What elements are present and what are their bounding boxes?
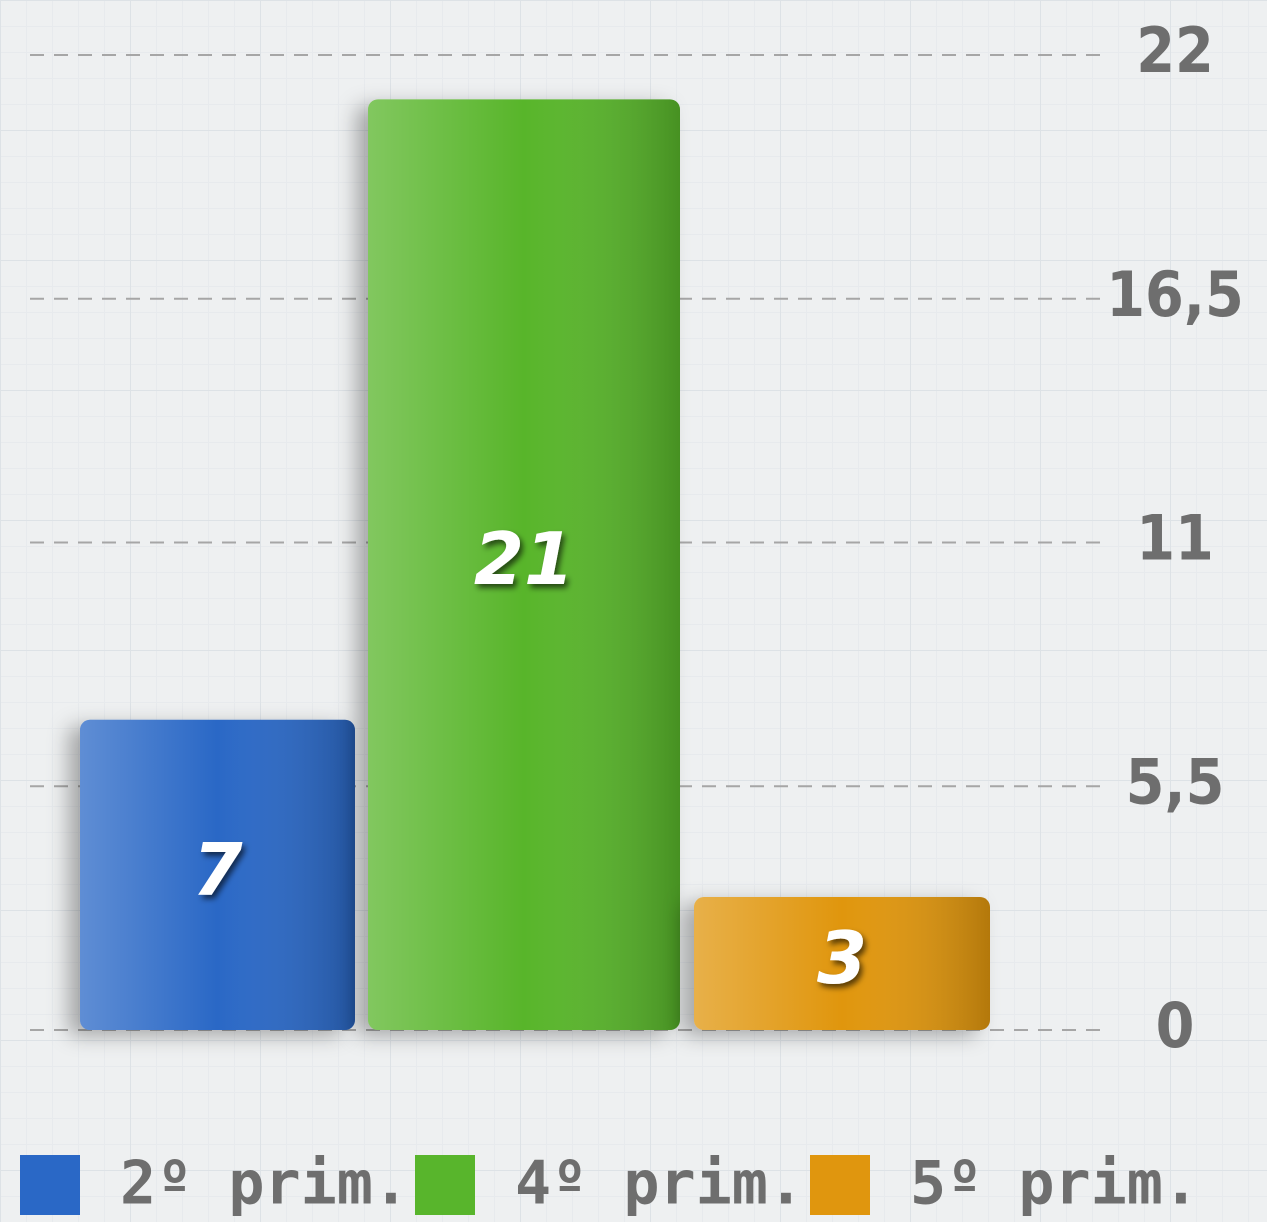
data-label: 7	[192, 827, 242, 911]
legend-swatch	[20, 1155, 80, 1215]
y-tick-label: 22	[1136, 14, 1214, 87]
legend-label: 4º prim.	[515, 1149, 804, 1219]
legend-label: 2º prim.	[120, 1149, 409, 1219]
legend-label: 5º prim.	[910, 1149, 1199, 1219]
legend-swatch	[810, 1155, 870, 1215]
y-tick-label: 5,5	[1126, 745, 1225, 818]
y-tick-label: 0	[1156, 989, 1195, 1062]
y-tick-label: 16,5	[1106, 258, 1244, 331]
legend-swatch	[415, 1155, 475, 1215]
data-label: 3	[817, 916, 867, 1000]
data-label: 21	[474, 517, 574, 601]
y-tick-label: 11	[1136, 502, 1214, 575]
